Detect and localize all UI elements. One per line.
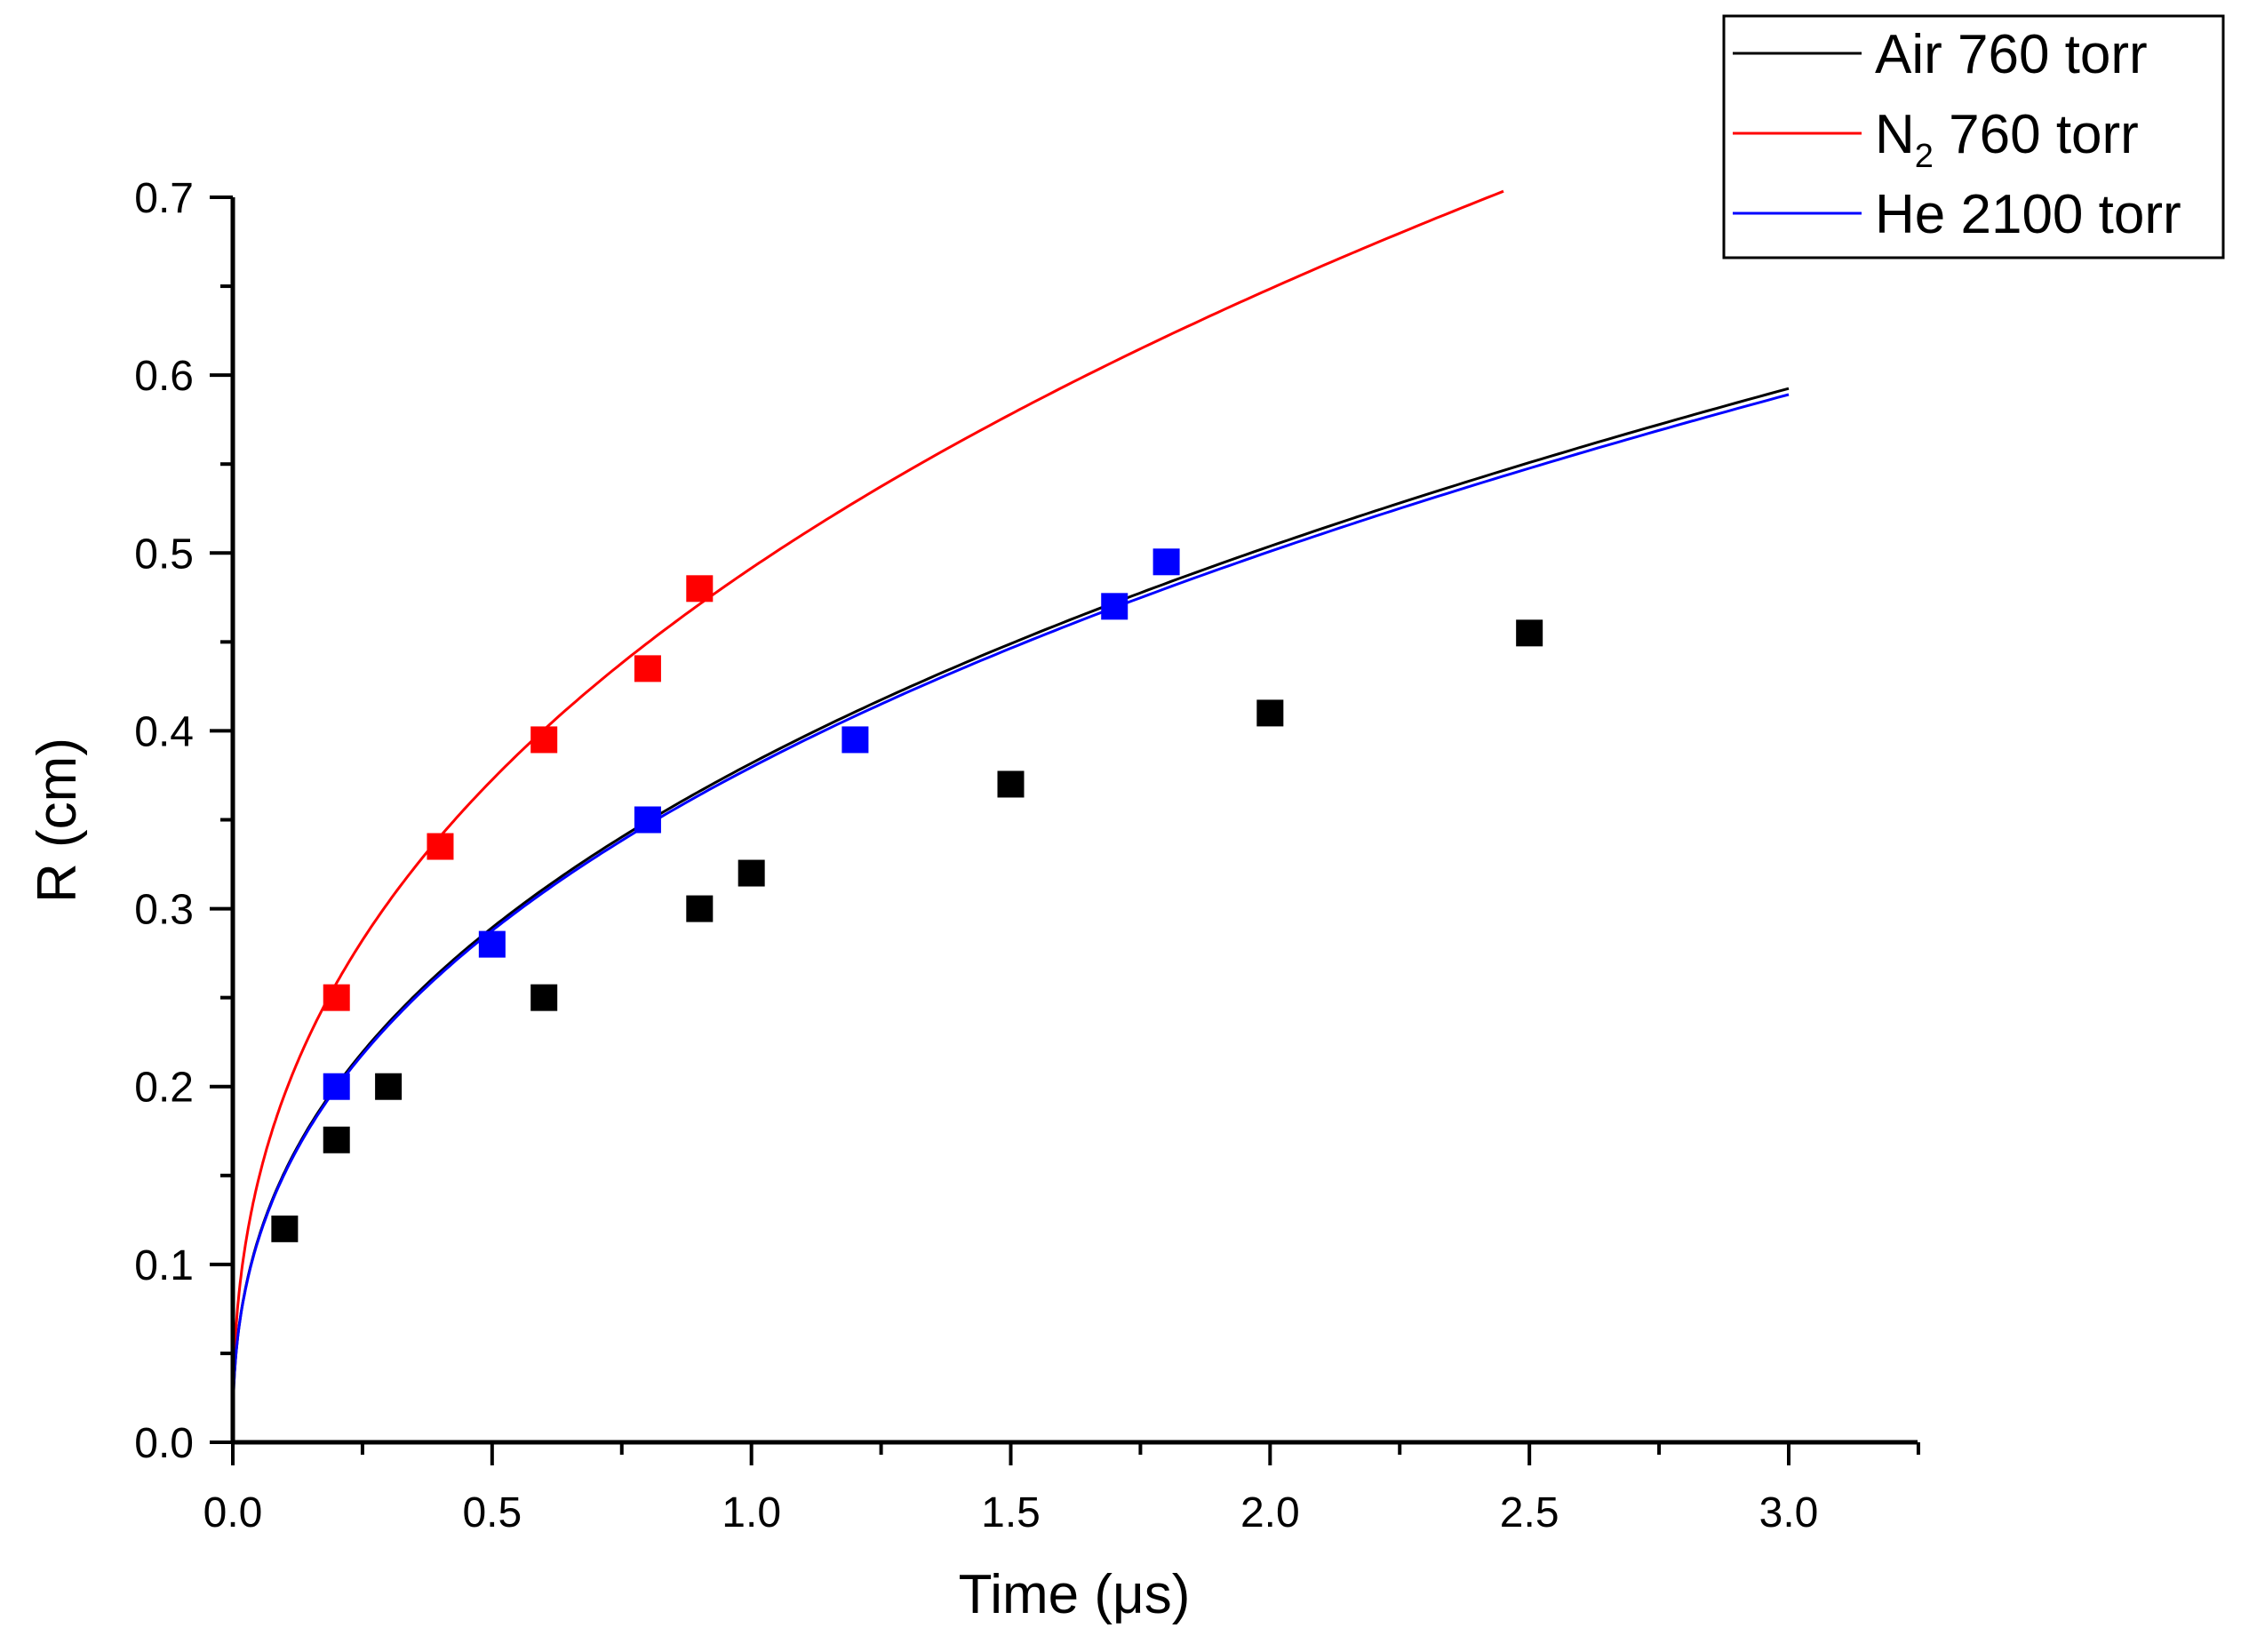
y-tick-label: 0.6 <box>134 353 194 400</box>
data-point <box>841 726 869 754</box>
legend-label: N2 760 torr <box>1875 104 2139 175</box>
data-point <box>323 1126 350 1153</box>
data-point <box>530 726 558 754</box>
data-point <box>1152 548 1180 576</box>
data-point <box>1516 619 1543 647</box>
fit-line <box>231 393 1790 1442</box>
data-markers <box>271 548 1543 1242</box>
data-point <box>323 1073 350 1100</box>
fit-lines <box>231 189 1790 1442</box>
data-point <box>634 806 661 834</box>
y-tick-label: 0.1 <box>134 1242 194 1289</box>
data-point <box>634 655 661 682</box>
data-point <box>686 575 714 603</box>
y-tick-label: 0.2 <box>134 1065 194 1112</box>
legend: Air 760 torr N2 760 torr He 2100 torr <box>1722 14 2225 259</box>
legend-label: Air 760 torr <box>1875 24 2148 85</box>
data-point <box>530 984 558 1011</box>
x-tick-label: 0.5 <box>462 1489 522 1536</box>
data-point <box>997 770 1025 798</box>
x-tick-label: 3.0 <box>1759 1489 1819 1536</box>
data-point <box>375 1073 403 1100</box>
y-tick-label: 0.0 <box>134 1420 194 1467</box>
y-tick-label: 0.4 <box>134 708 194 755</box>
x-axis-title: Time (μs) <box>959 1564 1191 1625</box>
x-tick-label: 1.5 <box>981 1489 1041 1536</box>
x-tick-label: 1.0 <box>722 1489 781 1536</box>
legend-box <box>1722 14 2225 259</box>
data-point <box>323 984 350 1011</box>
data-point <box>1101 593 1128 620</box>
data-point <box>427 833 454 860</box>
data-point <box>478 930 506 958</box>
data-point <box>1256 699 1284 727</box>
data-point <box>738 859 765 887</box>
y-tick-label: 0.3 <box>134 887 194 934</box>
data-point <box>271 1215 299 1242</box>
y-tick-label: 0.5 <box>134 531 194 578</box>
legend-label: He 2100 torr <box>1875 184 2181 245</box>
x-tick-label: 2.5 <box>1500 1489 1559 1536</box>
x-tick-label: 0.0 <box>203 1489 263 1536</box>
x-axis-ticks: 0.0 0.5 1.0 1.5 2.0 2.5 3.0 <box>203 1442 1920 1536</box>
y-axis-title: R (cm) <box>27 738 88 903</box>
x-tick-label: 2.0 <box>1240 1489 1300 1536</box>
data-point <box>686 895 714 922</box>
fit-line <box>231 189 1504 1442</box>
y-tick-label: 0.7 <box>134 175 194 222</box>
y-axis-ticks: 0.0 0.1 0.2 0.3 0.4 0.5 0.6 0.7 <box>134 175 233 1467</box>
